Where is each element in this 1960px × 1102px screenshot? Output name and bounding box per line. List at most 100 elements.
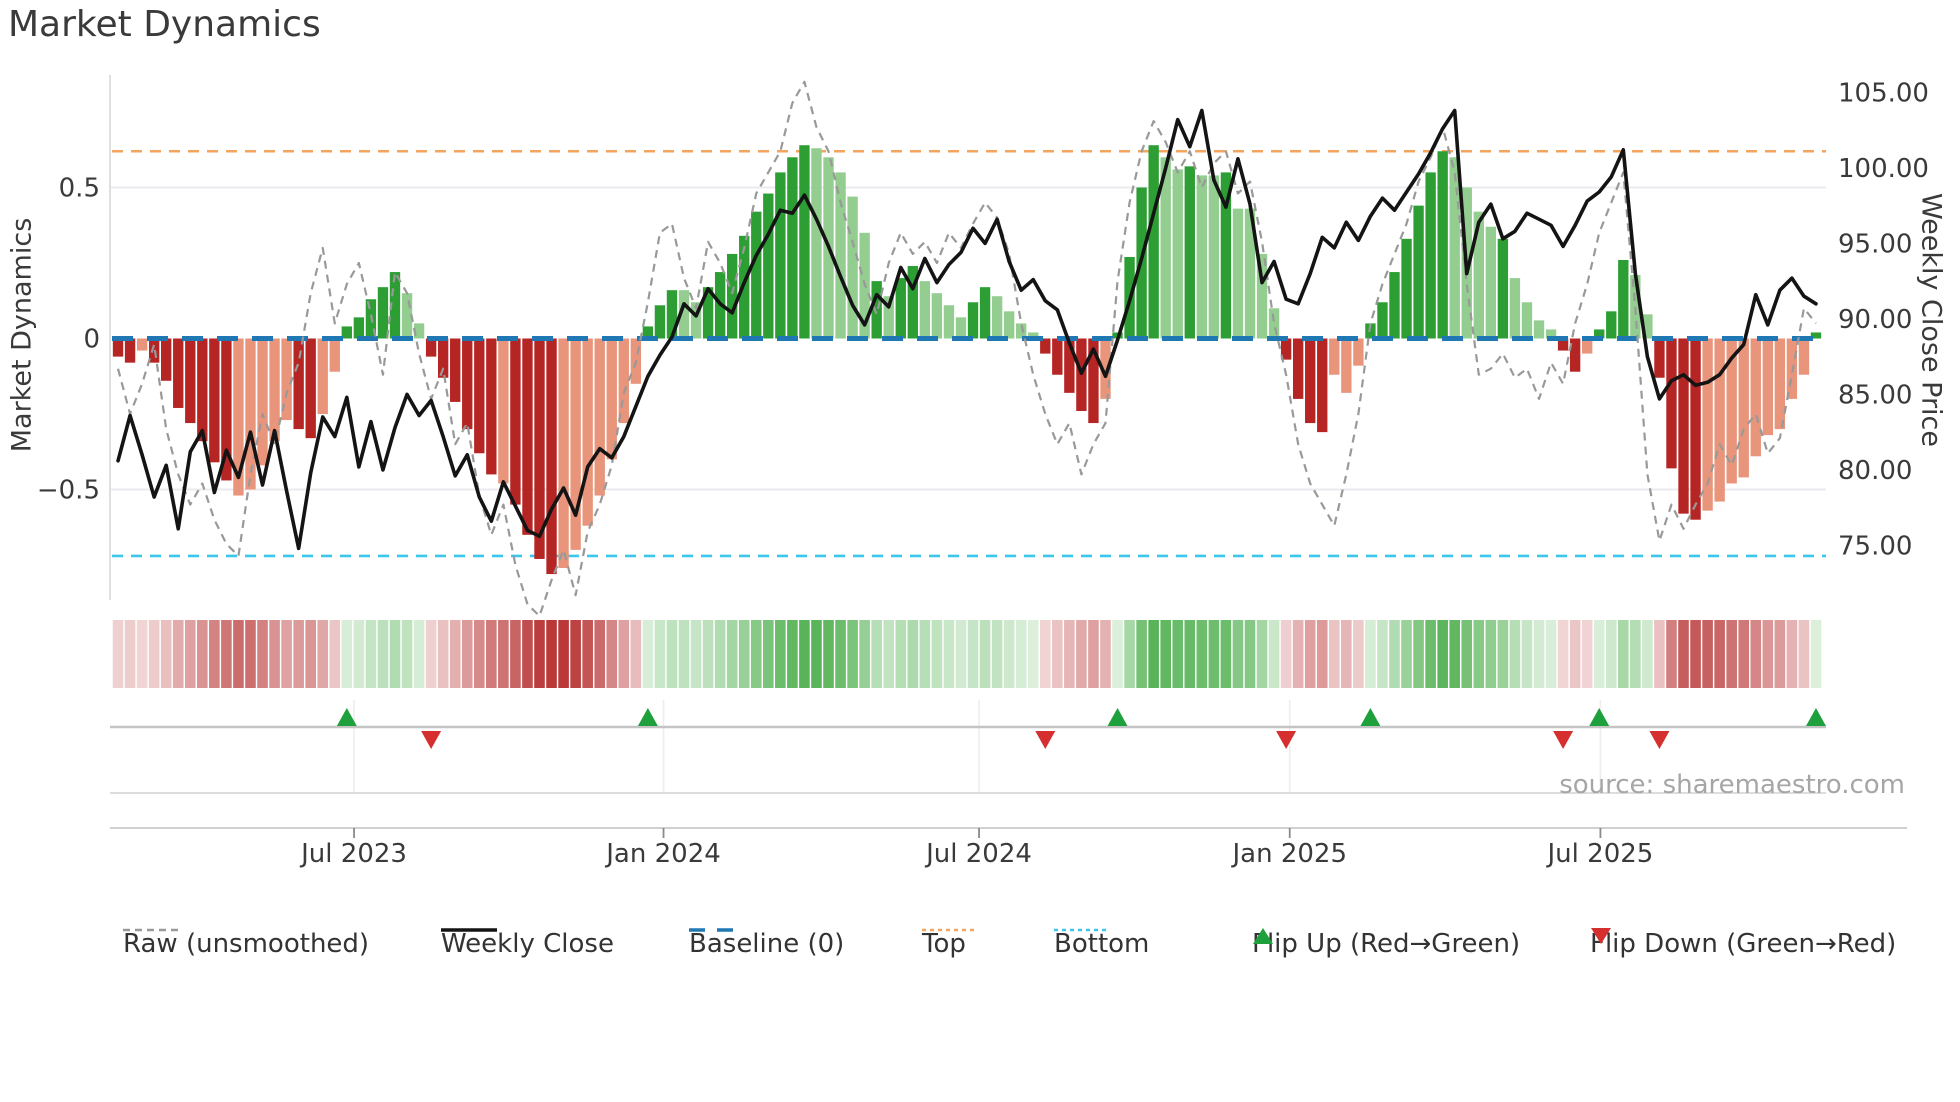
oscillator-bar [185, 338, 196, 424]
heatmap-cell [1124, 620, 1135, 688]
heatmap-cell [245, 620, 256, 688]
oscillator-bar [1594, 329, 1605, 339]
heatmap-cell [955, 620, 967, 688]
heatmap-cell [750, 620, 762, 688]
dashed-blue-line-icon [689, 928, 745, 932]
heatmap-cell [1618, 620, 1629, 688]
dotted-cyan-line-icon [1054, 928, 1110, 932]
oscillator-bar [883, 296, 894, 339]
weekly-close-line [116, 108, 1818, 551]
oscillator-bar [967, 302, 979, 339]
flip-up-marker [637, 708, 658, 726]
dotted-orange-line-icon [922, 928, 978, 932]
legend: Raw (unsmoothed) Weekly Close Baseline (… [0, 926, 1960, 962]
oscillator-bar [919, 281, 931, 339]
heatmap-cell [124, 620, 136, 688]
oscillator-bar [979, 287, 991, 339]
oscillator-bar [1389, 272, 1400, 339]
oscillator-bar [1244, 208, 1256, 339]
heatmap-cell [642, 620, 654, 688]
x-tick-label: Jan 2024 [604, 839, 721, 869]
heatmap-cell [1052, 620, 1063, 688]
oscillator-bar [1100, 338, 1111, 399]
oscillator-bar [305, 338, 316, 439]
oscillator-bar [1473, 211, 1484, 339]
x-tick-label: Jan 2025 [1230, 839, 1347, 869]
heatmap-cell [1437, 620, 1448, 688]
right-y-tick-label: 90.00 [1838, 305, 1912, 335]
oscillator-bar [594, 338, 605, 496]
oscillator-bar [1040, 338, 1051, 354]
oscillator-bar [1762, 338, 1773, 436]
flip-down-marker [1276, 731, 1297, 749]
heatmap-cell [859, 620, 870, 688]
heatmap-cell [1533, 620, 1545, 688]
oscillator-bar [787, 157, 798, 339]
right-y-tick-label: 95.00 [1838, 229, 1912, 259]
oscillator-bar [1449, 157, 1460, 339]
heatmap-cell [1810, 620, 1822, 688]
legend-label: Weekly Close [441, 929, 614, 959]
legend-label: Top [922, 929, 966, 959]
heatmap-cell [775, 620, 786, 688]
oscillator-bar [1329, 338, 1340, 375]
heatmap-cell [184, 620, 196, 688]
heatmap-cell [1027, 620, 1039, 688]
heatmap-cell [1654, 620, 1665, 688]
oscillator-bar [1437, 151, 1448, 339]
heatmap-cell [582, 620, 593, 688]
oscillator-bar [136, 338, 148, 351]
heatmap-cell [546, 620, 557, 688]
heatmap-cell [1088, 620, 1099, 688]
heatmap-cell [1220, 620, 1232, 688]
flip-up-marker [1360, 708, 1381, 726]
heatmap-cell [1076, 620, 1087, 688]
heatmap-cell [1473, 620, 1485, 688]
oscillator-bar [450, 338, 461, 402]
oscillator-bar [642, 326, 654, 339]
oscillator-bar [522, 338, 533, 535]
source-credit: source: sharemaestro.com [1559, 770, 1905, 800]
oscillator-bar [558, 338, 569, 569]
heatmap-cell [811, 620, 822, 688]
oscillator-bar [161, 338, 172, 381]
oscillator-bar [1425, 172, 1436, 339]
oscillator-bar [1606, 311, 1617, 339]
x-tick-label: Jul 2023 [299, 839, 407, 869]
oscillator-bar [570, 338, 581, 550]
heatmap-cell [1064, 620, 1075, 688]
oscillator-bar [991, 296, 1003, 339]
heatmap-cell [1690, 620, 1701, 688]
legend-item-bottom: Bottom [1054, 926, 1149, 962]
oscillator-bar [1798, 338, 1810, 375]
heatmap-cell [1425, 620, 1436, 688]
oscillator-bar [257, 338, 268, 466]
heatmap-cell [678, 620, 690, 688]
oscillator-bar [1702, 338, 1713, 511]
heatmap-cell [148, 620, 160, 688]
chart-title: Market Dynamics [8, 4, 321, 45]
oscillator-bar [955, 317, 967, 339]
oscillator-bar [1196, 175, 1208, 339]
oscillator-bar [1003, 311, 1015, 339]
oscillator-bar [931, 293, 943, 339]
oscillator-bar [1232, 208, 1244, 339]
oscillator-bar [1064, 338, 1075, 393]
oscillator-bar [618, 338, 629, 424]
heatmap-cell [1304, 620, 1316, 688]
oscillator-bar [1317, 338, 1328, 433]
heatmap-cell [847, 620, 858, 688]
oscillator-bar [799, 145, 810, 339]
heatmap-cell [1509, 620, 1521, 688]
right-y-tick-label: 75.00 [1838, 531, 1912, 561]
oscillator-bar [1533, 320, 1545, 339]
heatmap-cell [823, 620, 834, 688]
heatmap-cell [1786, 620, 1798, 688]
oscillator-bar [582, 338, 593, 526]
heatmap-cell [1449, 620, 1461, 688]
heatmap-cell [413, 620, 425, 688]
right-y-tick-label: 85.00 [1838, 380, 1912, 410]
flip-up-marker [1805, 708, 1826, 726]
oscillator-bar [751, 211, 762, 339]
heatmap-cell [787, 620, 798, 688]
